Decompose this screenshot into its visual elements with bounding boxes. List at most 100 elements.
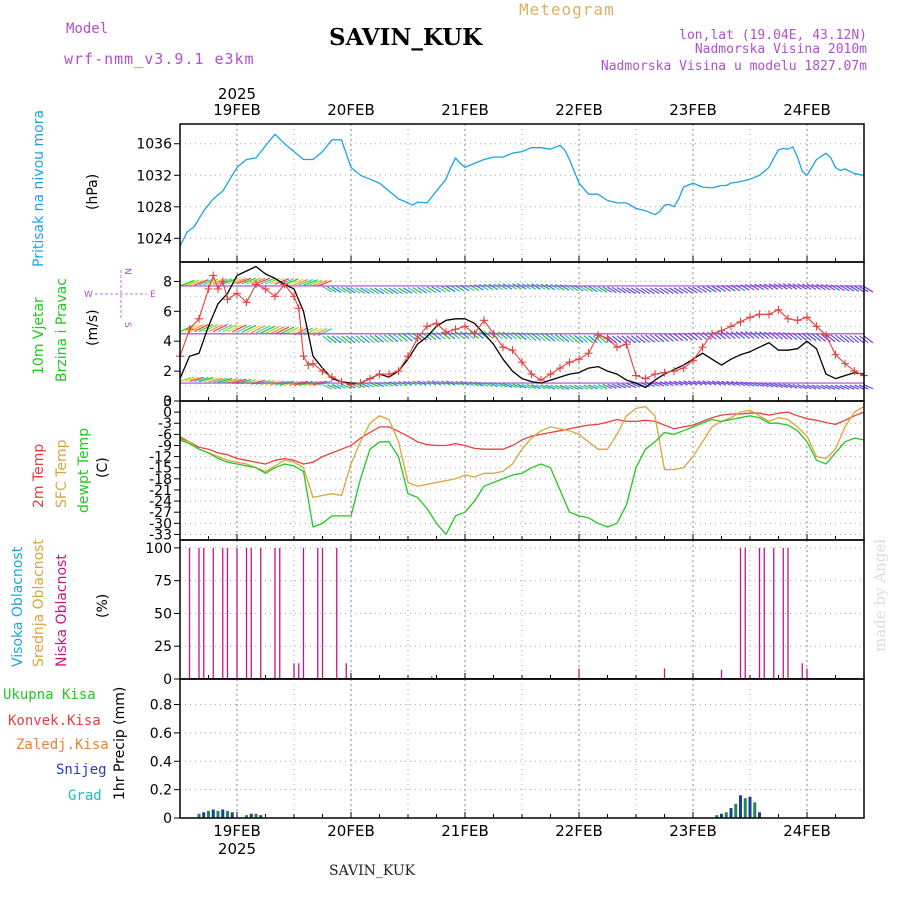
wind-barb (740, 331, 750, 339)
precip-bar (734, 803, 738, 818)
wind-barb (222, 324, 238, 333)
wind-barb (735, 331, 746, 339)
wind-barb (593, 384, 603, 390)
ytick-label: 25 (154, 639, 172, 655)
wind-barb (540, 384, 551, 390)
wind-barb (654, 334, 665, 343)
wind-barb (345, 286, 356, 294)
wind-barb (778, 383, 788, 389)
wind-barb (241, 277, 256, 285)
wind-barb (564, 384, 574, 390)
precip-bar (758, 812, 761, 818)
wind-barb-band (179, 277, 874, 295)
wind-gust-marker (442, 328, 450, 337)
wind-gust-marker (328, 373, 336, 382)
cloud-panel: 0 25 50 75 100 (145, 539, 865, 688)
wind-barb (550, 384, 560, 390)
wind-barb (270, 277, 285, 285)
wind-barb (217, 324, 233, 333)
wind-barb (293, 278, 309, 286)
precip-legend-frz: Zaledj.Kisa (16, 737, 109, 753)
wind-barb (768, 382, 779, 388)
ytick-label: 100 (145, 541, 172, 557)
ytick-label: -6 (158, 427, 172, 443)
precip-bar (211, 809, 215, 818)
wind-barb (203, 377, 218, 383)
wind-gust-marker (793, 316, 802, 325)
wind-barb (374, 334, 385, 343)
wind-barb (759, 283, 769, 291)
wind-barb (583, 384, 593, 390)
wind-barb (303, 279, 318, 286)
wind-barb (269, 326, 285, 335)
wind-barb (393, 287, 404, 295)
wind-barb (588, 285, 598, 293)
wind-barb (274, 278, 290, 285)
wind-barb (308, 279, 323, 287)
wind-gust-marker (413, 334, 422, 343)
wind-barb (835, 384, 845, 390)
wind-gust-marker (242, 298, 251, 307)
wind-barb (687, 286, 698, 294)
precip-bar (753, 802, 757, 818)
wind-barb (265, 325, 280, 334)
wind-barb (716, 331, 727, 340)
wind-barb (322, 384, 332, 390)
wind-barb (854, 384, 864, 390)
wind-barb (659, 287, 670, 295)
wind-barb (816, 333, 826, 342)
wind-barb (621, 287, 632, 294)
wind-gust-marker (394, 367, 403, 376)
wind-barb (540, 283, 551, 291)
wind-barb (626, 335, 636, 344)
wind-gust-marker (432, 319, 441, 328)
wind-barb (801, 332, 812, 341)
day-label-top: 19FEB (213, 101, 260, 119)
precip-bar (221, 809, 225, 818)
wind-gust-marker (223, 295, 232, 304)
wind-barb (246, 277, 261, 285)
wind-barb (336, 383, 346, 389)
wind-barb (797, 384, 807, 390)
wind-barb (184, 279, 199, 287)
ytick-label: -3 (158, 416, 172, 432)
wind-gust-marker (252, 280, 260, 289)
wind-barb (754, 283, 765, 291)
day-label-top: 23FEB (669, 101, 716, 119)
wind-barb (825, 334, 836, 343)
precip-bar (724, 812, 728, 818)
wind-barb (189, 376, 204, 382)
wind-barb (179, 376, 195, 382)
wind-gust-marker (318, 367, 327, 376)
wind-barb (255, 325, 271, 334)
wind-gust-marker (594, 331, 602, 340)
wind-barb (331, 384, 342, 390)
wind-gust-marker (565, 358, 574, 367)
precip-bar (259, 815, 263, 818)
pressure-ylabel: (hPa) (85, 174, 101, 210)
ytick-label: 75 (154, 574, 172, 590)
compass-s: S (122, 322, 132, 328)
wind-barb (222, 378, 237, 384)
ytick-label: 4 (163, 334, 172, 350)
wind-barb (322, 285, 332, 293)
precip-bar (254, 813, 258, 818)
wind-barb (388, 287, 399, 295)
wind-barb (431, 286, 442, 293)
wind-gust-marker (280, 280, 289, 289)
wind-barb (721, 331, 731, 340)
wind-gust-marker (575, 355, 583, 364)
wind-barb (255, 277, 271, 285)
wind-barb (588, 335, 598, 344)
wind-barb (806, 283, 817, 290)
ytick-label: 3 (163, 394, 172, 410)
ytick-label: 0 (163, 672, 172, 688)
wind-barb (208, 377, 223, 383)
pressure-title: Pritisak na nivou mora (31, 110, 47, 267)
wind-barb (459, 331, 470, 340)
wind-barb (649, 287, 660, 295)
precip-bar (739, 795, 742, 818)
precip-bar (720, 813, 723, 818)
ytick-label: 1036 (136, 137, 172, 153)
wind-gust-marker (641, 374, 650, 383)
